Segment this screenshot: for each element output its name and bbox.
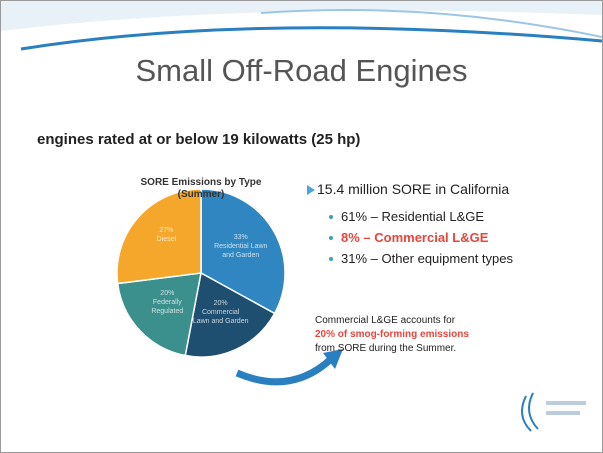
- logo: [521, 392, 539, 432]
- note-line: 20% of smog-forming emissions: [315, 329, 469, 340]
- header-line: [260, 9, 602, 38]
- slice-value: 20%: [213, 299, 228, 307]
- note-line: from SORE during the Summer.: [315, 343, 457, 354]
- sub-bullet: [329, 257, 333, 261]
- slice-label: 33% Residential Lawn and Garden: [213, 233, 269, 260]
- arrow-head: [323, 349, 343, 369]
- bullet-icon: [307, 185, 315, 195]
- slice-label: 20% Commercial Lawn and Garden: [193, 299, 249, 326]
- pie-slice: [116, 272, 202, 357]
- logo-text: [546, 411, 580, 415]
- slide-title: Small Off-Road Engines: [135, 53, 468, 88]
- sub-bullet-text: 61% – Residential L&GE: [341, 209, 485, 224]
- sub-bullet-text: 31% – Other equipment types: [341, 251, 513, 266]
- curved-arrow: [235, 356, 334, 386]
- logo-text: [546, 401, 586, 405]
- slide-subtitle: engines rated at or below 19 kilowatts (…: [37, 131, 361, 148]
- sub-bullet: [329, 236, 333, 240]
- sub-bullet-text: 8% – Commercial L&GE: [341, 230, 489, 245]
- slice-value: 27%: [159, 227, 174, 235]
- pie: [116, 188, 286, 358]
- header-line: [20, 26, 602, 51]
- header-swoosh: [1, 1, 602, 31]
- pie-slice: [200, 188, 286, 315]
- chart-subtitle: (Summer): [177, 189, 225, 200]
- slice-category: Diesel: [156, 236, 177, 244]
- chart-title-block: SORE Emissions by Type (Summer): [121, 177, 281, 201]
- sub-bullet: [329, 215, 333, 219]
- slice-category: Residential Lawn and Garden: [214, 243, 268, 260]
- slice-label: 20% Federally Regulated: [139, 289, 195, 316]
- slice-value: 20%: [160, 289, 175, 297]
- slice-label: 27% Diesel: [138, 226, 194, 244]
- slice-category: Federally Regulated: [151, 298, 184, 315]
- chart-title: SORE Emissions by Type: [140, 177, 262, 188]
- bullet: 15.4 million SORE in California: [317, 181, 510, 197]
- slice-value: 33%: [233, 234, 248, 242]
- pie-slice: [184, 271, 276, 358]
- note-line: Commercial L&GE accounts for: [315, 315, 456, 326]
- slice-category: Commercial Lawn and Garden: [192, 308, 249, 325]
- pie-slice: [116, 188, 202, 285]
